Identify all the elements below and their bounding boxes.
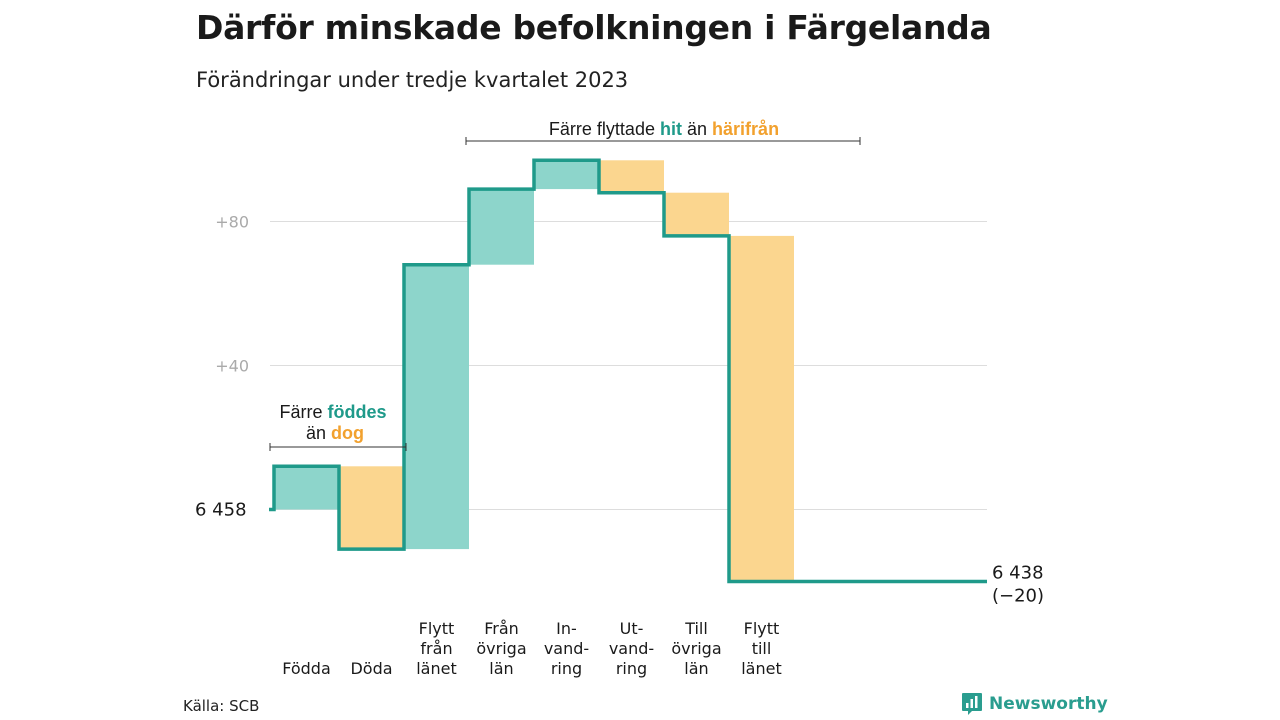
annotation-births-line2: än dog bbox=[306, 423, 364, 443]
source-label: Källa: SCB bbox=[183, 697, 260, 715]
bar bbox=[534, 160, 599, 190]
bar bbox=[599, 160, 664, 193]
category-label: Döda bbox=[350, 659, 392, 678]
annotation-migration-prefix: Färre flyttade bbox=[549, 119, 655, 139]
category-label-line: vand- bbox=[544, 639, 589, 658]
bars bbox=[274, 160, 794, 582]
bar bbox=[469, 189, 534, 265]
start-value-label: 6 458 bbox=[195, 500, 247, 521]
annotation-migration-text: Färre flyttade hit än härifrån bbox=[549, 119, 779, 139]
category-label: Till övriga län bbox=[671, 619, 721, 678]
annotation-migration-harifran: härifrån bbox=[712, 119, 779, 139]
chart-subtitle: Förändringar under tredje kvartalet 2023 bbox=[196, 68, 629, 92]
category-label: Flytt till länet bbox=[741, 619, 782, 678]
newsworthy-icon bbox=[962, 693, 982, 715]
category-label-line: ring bbox=[551, 659, 582, 678]
category-label-line: övriga bbox=[476, 639, 526, 658]
annotation-births-foddes: föddes bbox=[328, 402, 387, 422]
annotation-births-dog: dog bbox=[331, 423, 364, 443]
bar bbox=[664, 192, 729, 236]
chart-title: Därför minskade befolkningen i Färgeland… bbox=[196, 8, 992, 47]
category-label-line: Döda bbox=[350, 659, 392, 678]
category-label-line: Till bbox=[684, 619, 708, 638]
annotation-migration-mid: än bbox=[687, 119, 707, 139]
category-label-line: ring bbox=[616, 659, 647, 678]
category-label-line: Ut- bbox=[620, 619, 644, 638]
waterfall-line bbox=[269, 158, 987, 584]
category-label-line: länet bbox=[416, 659, 457, 678]
category-label-line: In- bbox=[556, 619, 577, 638]
category-label: Från övriga län bbox=[476, 619, 526, 678]
category-label: Ut-vand-ring bbox=[609, 619, 654, 678]
bar bbox=[274, 466, 339, 510]
bar bbox=[404, 264, 469, 550]
step-line bbox=[269, 158, 987, 584]
category-label-line: vand- bbox=[609, 639, 654, 658]
brand-name: Newsworthy bbox=[989, 694, 1108, 714]
category-label: In-vand-ring bbox=[544, 619, 589, 678]
category-label-line: Flytt bbox=[744, 619, 780, 638]
annotation-migration-hit: hit bbox=[660, 119, 682, 139]
category-label: Flytt från länet bbox=[416, 619, 457, 678]
end-change-label: (−20) bbox=[992, 586, 1044, 607]
category-label-line: Flytt bbox=[419, 619, 455, 638]
category-label-line: län bbox=[489, 659, 513, 678]
category-label-line: län bbox=[684, 659, 708, 678]
end-value-label: 6 438 bbox=[992, 563, 1044, 584]
bar bbox=[339, 466, 404, 550]
annotation-births-prefix: Färre bbox=[279, 402, 322, 422]
category-label-line: länet bbox=[741, 659, 782, 678]
category-label-line: till bbox=[752, 639, 772, 658]
annotation-births-line1: Färre föddes bbox=[279, 402, 386, 422]
category-label-line: övriga bbox=[671, 639, 721, 658]
y-tick-label: +40 bbox=[215, 357, 249, 376]
y-tick-label: +80 bbox=[215, 213, 249, 232]
category-label: Födda bbox=[282, 659, 331, 678]
annotation-migration: Färre flyttade hit än härifrån bbox=[465, 119, 861, 145]
bar bbox=[729, 235, 794, 582]
annotation-births: Färre föddes än dog bbox=[269, 402, 407, 451]
brand-logo[interactable]: Newsworthy bbox=[961, 692, 1108, 716]
annotation-births-mid: än bbox=[306, 423, 326, 443]
category-label-line: Från bbox=[484, 619, 519, 638]
category-label-line: Födda bbox=[282, 659, 331, 678]
category-label-line: från bbox=[420, 639, 452, 658]
